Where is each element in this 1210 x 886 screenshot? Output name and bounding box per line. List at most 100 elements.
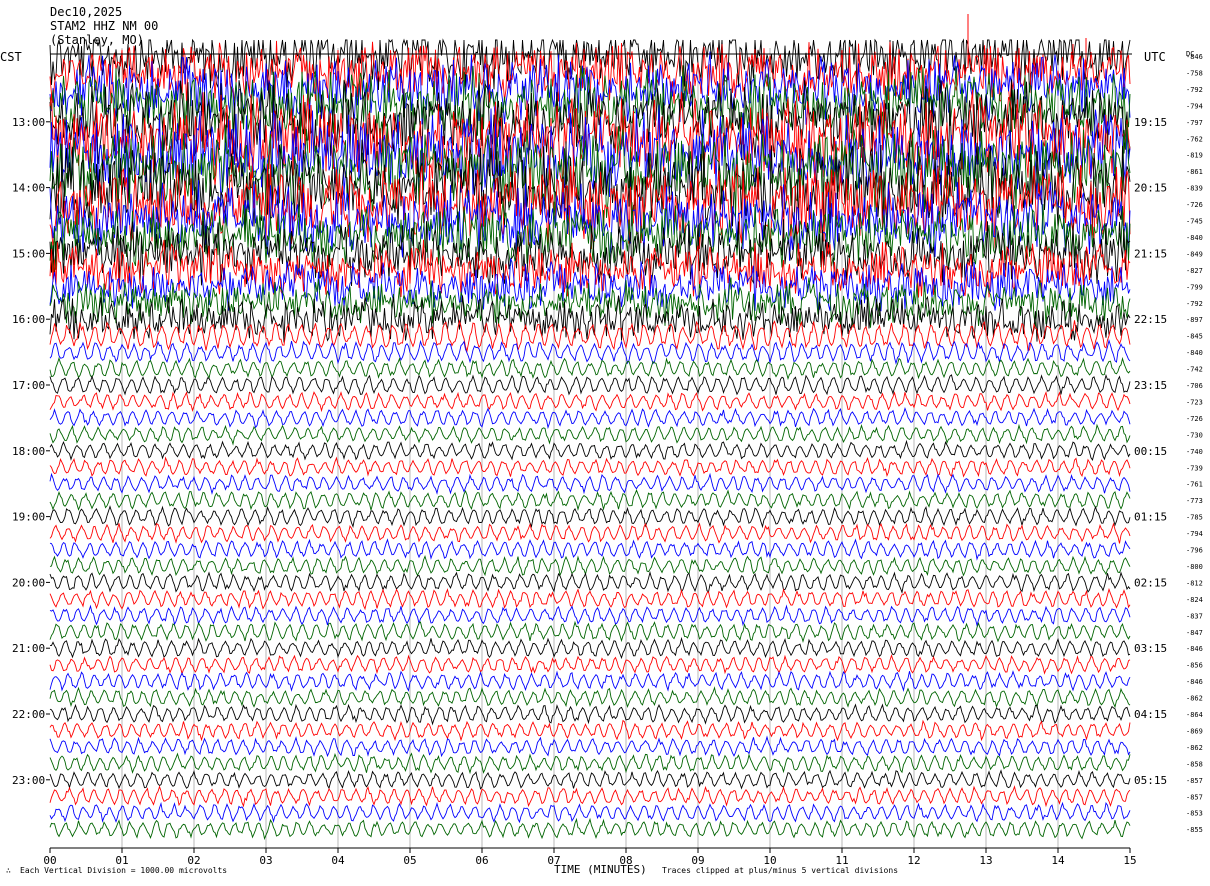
x-tick-label-10: 10 — [763, 854, 776, 867]
x-tick-label-01: 01 — [115, 854, 128, 867]
dc-offset-44: -857 — [1186, 777, 1203, 785]
utc-time-label-4: 23:15 — [1134, 379, 1167, 392]
x-tick-label-08: 08 — [619, 854, 632, 867]
trace-row-9 — [49, 159, 1131, 250]
trace-row-38 — [49, 670, 1131, 692]
x-tick-label-00: 00 — [43, 854, 56, 867]
trace-row-43 — [49, 752, 1131, 775]
right-timezone-label: UTC — [1144, 50, 1166, 64]
x-tick-label-12: 12 — [907, 854, 920, 867]
utc-time-label-2: 21:15 — [1134, 247, 1167, 260]
trace-row-36 — [50, 636, 1131, 660]
trace-row-18 — [49, 338, 1131, 366]
utc-time-label-10: 05:15 — [1134, 774, 1167, 787]
dc-offset-36: -846 — [1186, 645, 1203, 653]
dc-offset-3: -794 — [1186, 102, 1203, 110]
trace-row-14 — [49, 258, 1131, 313]
x-tick-label-03: 03 — [259, 854, 272, 867]
x-tick-label-13: 13 — [979, 854, 992, 867]
trace-row-28 — [49, 505, 1131, 529]
dc-offset-35: -847 — [1186, 629, 1203, 637]
x-tick-label-15: 15 — [1123, 854, 1136, 867]
trace-row-42 — [49, 735, 1131, 758]
dc-offset-40: -864 — [1186, 711, 1203, 719]
trace-row-45 — [49, 785, 1131, 808]
trace-row-22 — [49, 406, 1131, 430]
dc-offset-4: -797 — [1186, 119, 1203, 127]
trace-row-17 — [49, 319, 1131, 353]
trace-row-30 — [49, 538, 1131, 561]
x-tick-label-11: 11 — [835, 854, 848, 867]
dc-offset-12: -849 — [1186, 250, 1203, 258]
utc-time-label-5: 00:15 — [1134, 445, 1167, 458]
dc-offset-47: -855 — [1186, 826, 1203, 834]
dc-offset-30: -796 — [1186, 547, 1203, 555]
dc-offset-42: -862 — [1186, 744, 1203, 752]
plot-date: Dec10,2025 — [50, 5, 123, 19]
x-tick-label-04: 04 — [331, 854, 345, 867]
trace-row-26 — [49, 472, 1131, 495]
dc-offset-10: -745 — [1186, 218, 1203, 226]
cst-time-label-10: 23:00 — [12, 774, 45, 787]
dc-offset-1: -758 — [1186, 69, 1203, 77]
trace-row-46 — [49, 801, 1131, 824]
trace-row-4 — [49, 79, 1131, 167]
trace-row-41 — [49, 719, 1131, 742]
trace-row-16 — [49, 295, 1131, 343]
trace-row-12 — [49, 219, 1131, 287]
trace-row-27 — [49, 489, 1131, 511]
dc-offset-32: -812 — [1186, 579, 1203, 587]
x-tick-label-02: 02 — [187, 854, 200, 867]
dc-offset-28: -785 — [1186, 514, 1203, 522]
cst-time-label-5: 18:00 — [12, 445, 45, 458]
trace-row-39 — [49, 686, 1131, 709]
dc-offset-39: -862 — [1186, 695, 1203, 703]
cst-time-label-3: 16:00 — [12, 313, 45, 326]
axis-labels: -846 -758 -792 -794 -797 -762 -819 -861 -839 -726… — [12, 53, 1203, 867]
station-code: STAM2 HHZ NM 00 — [50, 19, 159, 33]
utc-time-label-7: 02:15 — [1134, 576, 1167, 589]
trace-row-8 — [49, 139, 1131, 236]
dc-offset-24: -740 — [1186, 448, 1203, 456]
dc-offset-5: -762 — [1186, 135, 1203, 143]
x-tick-label-14: 14 — [1051, 854, 1065, 867]
dc-offset-41: -869 — [1186, 727, 1203, 735]
x-tick-label-06: 06 — [475, 854, 488, 867]
dc-offset-34: -837 — [1186, 612, 1203, 620]
trace-row-34 — [49, 604, 1131, 628]
trace-row-32 — [49, 570, 1131, 594]
x-tick-label-07: 07 — [547, 854, 560, 867]
left-timezone-label: CST — [0, 50, 22, 64]
cst-time-label-1: 14:00 — [12, 182, 45, 195]
dc-offset-2: -792 — [1186, 86, 1203, 94]
trace-row-40 — [49, 703, 1131, 726]
dc-offset-8: -839 — [1186, 185, 1203, 193]
cst-time-label-7: 20:00 — [12, 576, 45, 589]
dc-offset-26: -761 — [1186, 481, 1203, 489]
utc-time-label-8: 03:15 — [1134, 642, 1167, 655]
dc-offset-43: -858 — [1186, 760, 1203, 768]
cst-time-label-9: 22:00 — [12, 708, 45, 721]
trace-row-20 — [49, 373, 1131, 396]
dc-offset-18: -840 — [1186, 349, 1203, 357]
dc-offset-15: -792 — [1186, 300, 1203, 308]
dc-offset-16: -897 — [1186, 316, 1203, 324]
dc-offset-37: -856 — [1186, 662, 1203, 670]
trace-row-24 — [49, 439, 1131, 461]
trace-row-44 — [49, 769, 1131, 790]
utc-time-label-1: 20:15 — [1134, 182, 1167, 195]
dc-offset-31: -800 — [1186, 563, 1203, 571]
dc-offset-33: -824 — [1186, 596, 1203, 604]
trace-row-31 — [49, 555, 1131, 577]
footer-mark: ∴ — [6, 866, 11, 875]
x-tick-label-09: 09 — [691, 854, 704, 867]
trace-row-33 — [49, 587, 1131, 611]
dc-offset-0: -846 — [1186, 53, 1203, 61]
dc-offset-38: -846 — [1186, 678, 1203, 686]
cst-time-label-0: 13:00 — [12, 116, 45, 129]
trace-row-25 — [49, 456, 1131, 478]
x-axis-title: TIME (MINUTES) — [554, 863, 647, 876]
plot-frame — [46, 53, 1132, 853]
cst-time-label-6: 19:00 — [12, 511, 45, 524]
dc-offset-46: -853 — [1186, 810, 1203, 818]
